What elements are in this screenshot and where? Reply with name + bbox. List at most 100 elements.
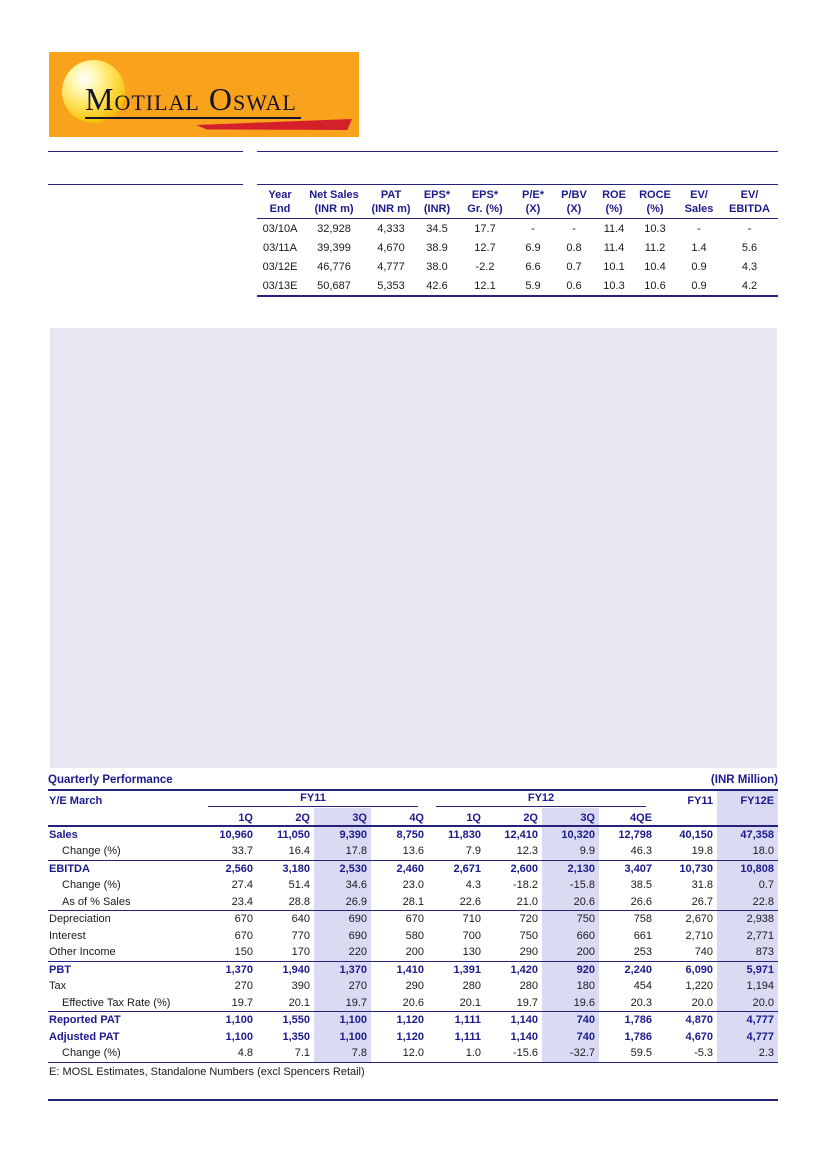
- quarterly-value-cell: 46.3: [599, 843, 657, 861]
- quarter-header: 3Q: [542, 808, 599, 827]
- quarterly-value-cell: 750: [542, 910, 599, 928]
- quarterly-value-cell: 4,870: [685, 1014, 714, 1027]
- quarterly-value-cell: 1,140: [510, 1030, 538, 1043]
- valuation-cell: 39,399: [317, 241, 351, 254]
- quarterly-row-label: Interest: [49, 929, 86, 942]
- valuation-cell: 10.3: [603, 279, 625, 292]
- quarterly-value-cell: 740: [542, 1028, 599, 1045]
- quarterly-value-cell: -5.3: [656, 1045, 718, 1063]
- quarterly-value-cell: 1,391: [453, 963, 481, 976]
- valuation-cell: 12.7: [474, 241, 496, 254]
- logo: Motilal Oswal: [49, 52, 359, 137]
- valuation-header-cell: P/BV (X): [553, 186, 595, 219]
- valuation-cell: 03/12E: [262, 260, 298, 273]
- quarterly-row-label: Change (%): [48, 1045, 200, 1063]
- quarterly-value-cell: 1,111: [454, 1014, 481, 1027]
- quarterly-unit-label: (INR Million): [710, 774, 778, 786]
- valuation-cell: 5,353: [377, 279, 405, 292]
- quarterly-value-cell: 7.9: [428, 843, 485, 861]
- quarterly-body: Sales 10,960 11,050 9,390 8,750 11,830 12,410 1…: [48, 825, 779, 1063]
- valuation-cell: 34.5: [426, 222, 448, 235]
- valuation-row: 03/10A 32,928 4,333 34.5 17.7 - - 11.4 10.3 - -: [257, 219, 778, 239]
- quarterly-value-cell: 670: [234, 929, 253, 942]
- quarterly-value-cell: 33.7: [200, 843, 257, 861]
- quarterly-row-label: Change (%): [62, 879, 121, 892]
- quarterly-value-cell: 11,050: [276, 828, 310, 841]
- quarterly-value-cell: 28.8: [257, 893, 314, 911]
- quarterly-title: Quarterly Performance: [48, 774, 173, 786]
- quarterly-value-cell: 20.1: [428, 994, 485, 1012]
- quarterly-row-label: Tax: [49, 980, 67, 993]
- quarterly-value-cell: 12.0: [371, 1045, 428, 1063]
- quarterly-value-cell: 690: [314, 927, 371, 944]
- quarterly-value-cell: 660: [542, 927, 599, 944]
- valuation-row: 03/11A 39,399 4,670 38.9 12.7 6.9 0.8 11.4 11.2 1…: [257, 238, 778, 257]
- quarterly-value-cell: 18.0: [717, 843, 779, 861]
- quarterly-value-cell: 1,100: [225, 1030, 253, 1043]
- quarterly-value-cell: 740: [656, 944, 718, 962]
- quarterly-value-cell: 180: [542, 978, 599, 995]
- valuation-cell: 42.6: [426, 279, 448, 292]
- quarterly-value-cell: 1,120: [396, 1014, 424, 1027]
- quarterly-value-cell: 280: [519, 980, 538, 993]
- quarterly-value-cell: 2,130: [542, 860, 599, 877]
- quarterly-value-cell: 2,710: [685, 929, 714, 942]
- quarterly-value-cell: 40,150: [679, 828, 714, 841]
- quarterly-value-cell: 19.7: [485, 994, 542, 1012]
- quarterly-value-cell: 28.1: [371, 893, 428, 911]
- quarterly-value-cell: 770: [291, 929, 310, 942]
- valuation-cell: 4,777: [377, 260, 405, 273]
- quarterly-row: EBITDA 2,560 3,180 2,530 2,460 2,671 2,600 2,13…: [48, 860, 779, 877]
- quarterly-row-label: PBT: [49, 963, 71, 976]
- valuation-cell: 0.6: [566, 279, 582, 292]
- valuation-cell: 0.7: [566, 260, 582, 273]
- fy12e-annual-header: FY12E: [717, 791, 779, 808]
- quarterly-row: Change (%) 33.7 16.4 17.8 13.6 7.9 12.3 9.9 46.3…: [48, 843, 779, 861]
- valuation-cell: 03/10A: [262, 222, 298, 235]
- valuation-cell: 0.9: [691, 260, 707, 273]
- quarterly-value-cell: 20.3: [599, 994, 657, 1012]
- quarterly-value-cell: 150: [200, 944, 257, 962]
- quarterly-value-cell: 12,410: [504, 828, 538, 841]
- rule-second-right: [257, 184, 778, 185]
- quarterly-group-header-row: Y/E March FY11 FY12 FY11 FY12E: [48, 791, 779, 808]
- quarterly-value-cell: 1,100: [314, 1028, 371, 1045]
- quarterly-value-cell: 1,370: [314, 961, 371, 978]
- valuation-cell: -: [572, 222, 576, 235]
- quarterly-value-cell: 26.9: [314, 893, 371, 911]
- quarterly-value-cell: 1,786: [624, 1014, 653, 1027]
- quarter-header: 4QE: [599, 808, 657, 827]
- valuation-header-cell: ROE (%): [595, 186, 633, 219]
- quarterly-value-cell: 700: [462, 929, 481, 942]
- rule-second-left: [48, 184, 243, 185]
- quarterly-value-cell: 2,670: [685, 913, 714, 926]
- valuation-cell: -: [747, 222, 752, 235]
- quarterly-value-cell: 1,350: [282, 1030, 310, 1043]
- valuation-header-cell: ROCE (%): [633, 186, 677, 219]
- quarterly-value-cell: 9.9: [542, 843, 599, 861]
- valuation-cell: 17.7: [474, 222, 496, 235]
- quarter-header-blank: [48, 808, 200, 827]
- quarterly-value-cell: 27.4: [231, 879, 253, 892]
- quarterly-value-cell: 4.8: [200, 1045, 257, 1063]
- quarterly-value-cell: 20.6: [542, 893, 599, 911]
- quarterly-row: PBT 1,370 1,940 1,370 1,410 1,391 1,420 920 2,24…: [48, 961, 779, 978]
- valuation-cell: 11.2: [644, 241, 666, 254]
- valuation-cell: 12.1: [474, 279, 496, 292]
- quarterly-value-cell: 750: [519, 929, 538, 942]
- quarterly-row: Depreciation 670 640 690 670 710 720 750 758 2,67…: [48, 910, 779, 928]
- quarterly-value-cell: 130: [428, 944, 485, 962]
- quarterly-value-cell: 690: [314, 910, 371, 928]
- valuation-table: Year End Net Sales (INR m) PAT (INR m) EPS* (IN…: [257, 186, 778, 297]
- valuation-cell: 4.3: [741, 260, 758, 273]
- quarterly-row: Other Income 150 170 220 200 130 290 200 253 740 8…: [48, 944, 779, 962]
- quarterly-value-cell: 1,370: [225, 963, 253, 976]
- quarterly-value-cell: 220: [314, 944, 371, 962]
- quarterly-value-cell: 8,750: [396, 828, 424, 841]
- quarterly-value-cell: 2,560: [225, 862, 253, 875]
- quarterly-value-cell: 670: [405, 913, 424, 926]
- quarterly-value-cell: 1.0: [428, 1045, 485, 1063]
- quarterly-value-cell: 1,220: [685, 980, 714, 993]
- fy11-group-header: FY11: [200, 791, 428, 808]
